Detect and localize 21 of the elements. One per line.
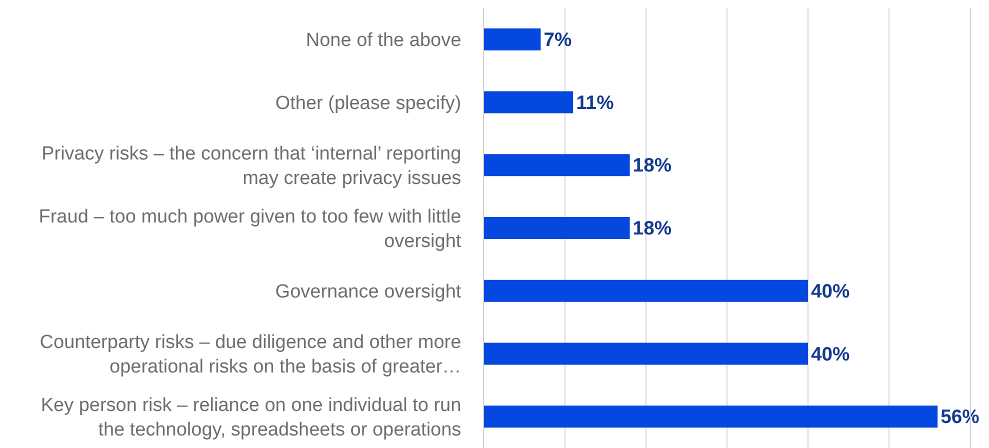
data-label: 18% [632,218,672,240]
bar [484,342,808,365]
data-label: 7% [544,29,572,52]
data-label: 40% [811,343,850,366]
data-label: 18% [632,154,672,177]
y-tick-label: Key person risk – reliance on one individual to run the technology, spreadsheets or operations [40,394,462,441]
y-tick-label: Counterparty risks – due diligence and other more operational risks on the basis of greater… [40,332,462,378]
y-tick-label: Governance oversight [275,282,462,303]
bar [484,28,541,50]
y-tick-label: Other (please specify) [275,92,462,114]
y-tick-label: Privacy risks – the concern that ‘internal’ reporting may create privacy issues [42,143,462,190]
data-label: 11% [576,92,614,114]
bar [484,280,808,302]
bar [484,91,574,114]
bar [484,406,938,428]
data-label: 40% [811,280,850,302]
y-tick-label: None of the above [306,30,462,52]
data-label: 56% [940,406,980,428]
bar [484,217,630,239]
bar [484,154,630,176]
y-tick-label: Fraud – too much power given to too few with little oversight [38,206,462,252]
